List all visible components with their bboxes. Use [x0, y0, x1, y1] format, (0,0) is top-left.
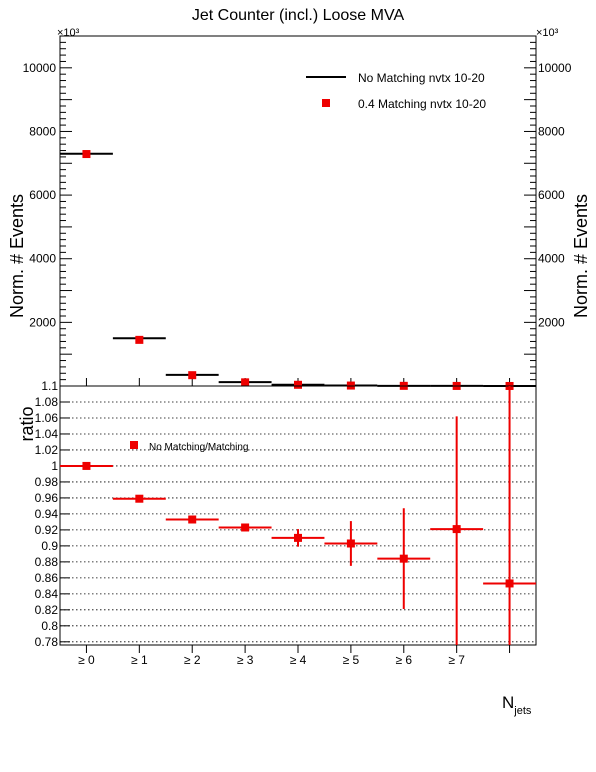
bottom-y-tick-label: 1.1: [41, 379, 58, 393]
matching-point: [188, 371, 197, 380]
bottom-y-tick-label: 0.96: [35, 491, 59, 505]
top-y-tick-label-left: 2000: [29, 315, 56, 329]
bottom-y-tick-label: 0.78: [35, 635, 59, 649]
top-y-multiplier-left: ×10³: [57, 27, 80, 39]
top-y-tick-label-right: 10000: [538, 61, 572, 75]
bottom-y-tick-label: 0.92: [35, 523, 59, 537]
x-tick-label: ≥ 4: [290, 653, 307, 667]
x-tick-label: ≥ 0: [78, 653, 95, 667]
x-tick-label: ≥ 2: [184, 653, 201, 667]
top-y-axis-label-left: Norm. # Events: [7, 194, 27, 318]
ratio-point: [346, 539, 355, 548]
bottom-y-tick-label: 0.9: [41, 539, 58, 553]
top-y-axis-label-right: Norm. # Events: [571, 194, 591, 318]
ratio-point: [294, 533, 302, 542]
top-y-tick-label-right: 4000: [538, 252, 565, 266]
bottom-y-tick-label: 1.06: [35, 411, 59, 425]
top-y-tick-label-right: 8000: [538, 124, 565, 138]
bottom-y-tick-label: 1: [51, 459, 58, 473]
ratio-point: [241, 523, 250, 532]
x-tick-label: ≥ 6: [395, 653, 412, 667]
bottom-y-tick-label: 1.08: [35, 395, 59, 409]
bottom-y-tick-label: 0.8: [41, 619, 58, 633]
bottom-legend: No Matching/Matching: [130, 441, 249, 453]
chart-title: Jet Counter (incl.) Loose MVA: [192, 7, 405, 24]
top-y-tick-label-right: 6000: [538, 188, 565, 202]
bottom-y-tick-label: 1.02: [35, 443, 59, 457]
top-panel: Norm. # Events Norm. # Events ×10³ ×10³ …: [7, 27, 591, 390]
ratio-point: [135, 494, 144, 503]
matching-point: [241, 378, 250, 387]
bottom-y-tick-label: 0.82: [35, 603, 59, 617]
top-y-multiplier-right: ×10³: [536, 27, 559, 39]
matching-point: [294, 380, 302, 389]
matching-point: [82, 150, 91, 159]
ratio-point: [188, 515, 197, 524]
bottom-panel: ratio 0.78 0.8 0.82 0.84 0.86 0.88 0.9 0.92 0.94…: [17, 379, 537, 717]
ratio-point: [82, 461, 91, 470]
ratio-point: [452, 525, 461, 534]
bottom-y-tick-label: 0.84: [35, 587, 59, 601]
bottom-y-tick-label: 1.04: [35, 427, 59, 441]
x-tick-label: ≥ 7: [448, 653, 465, 667]
legend-ratio-swatch: [130, 441, 138, 449]
top-y-tick-label-left: 6000: [29, 188, 56, 202]
matching-point: [135, 335, 144, 344]
x-axis-label: Njets: [502, 693, 532, 717]
ratio-point: [399, 554, 408, 563]
bottom-y-axis-label: ratio: [17, 406, 37, 441]
top-y-tick-label-left: 4000: [29, 252, 56, 266]
top-plot-frame: [59, 35, 537, 387]
legend-marker-swatch: [322, 99, 330, 107]
top-legend: No Matching nvtx 10-20 0.4 Matching nvtx…: [306, 71, 486, 111]
legend-entry-ratio: No Matching/Matching: [149, 442, 249, 453]
legend-entry-no-matching: No Matching nvtx 10-20: [358, 71, 485, 85]
bottom-plot-frame: [59, 385, 537, 646]
top-y-tick-label-left: 8000: [29, 124, 56, 138]
legend-entry-matching: 0.4 Matching nvtx 10-20: [358, 97, 486, 111]
x-tick-label: ≥ 3: [237, 653, 254, 667]
x-tick-label: ≥ 1: [131, 653, 148, 667]
bottom-y-tick-label: 0.94: [35, 507, 59, 521]
bottom-y-tick-label: 0.86: [35, 571, 59, 585]
x-axis-label-main: N: [502, 693, 514, 712]
top-y-tick-label-left: 10000: [23, 61, 57, 75]
ratio-point: [505, 579, 514, 588]
x-tick-label: ≥ 5: [343, 653, 360, 667]
bottom-y-tick-label: 0.88: [35, 555, 59, 569]
x-axis-label-sub: jets: [513, 705, 532, 717]
top-y-tick-label-right: 2000: [538, 315, 565, 329]
bottom-y-tick-label: 0.98: [35, 475, 59, 489]
